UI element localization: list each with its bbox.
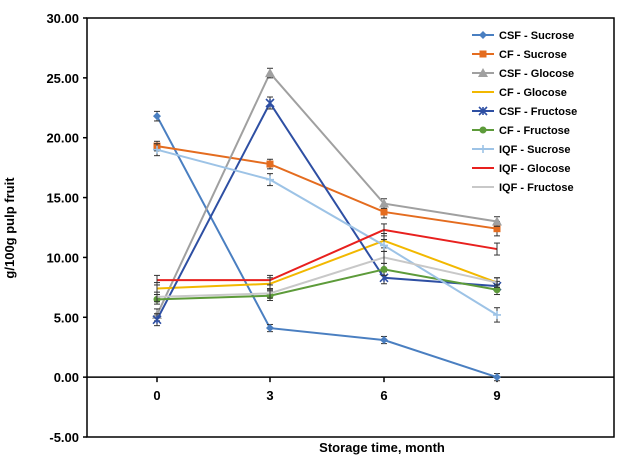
- legend-item: IQF - Fructose: [472, 182, 574, 194]
- legend-item: IQF - Sucrose: [472, 144, 571, 156]
- series-7: [153, 143, 501, 323]
- series-line: [156, 115, 498, 379]
- legend-item: CF - Fructose: [472, 125, 570, 137]
- legend-marker: [478, 106, 488, 116]
- data-point: [493, 310, 501, 319]
- legend-label: CF - Sucrose: [499, 49, 567, 61]
- axes: 30.00 25.00 20.00 15.00 10.00 5.00 0.00 -5.00 0 3…: [46, 11, 615, 445]
- x-tick-label: 0: [153, 388, 160, 403]
- data-point: [153, 112, 161, 121]
- y-tick-label: 0.00: [54, 370, 79, 385]
- legend-item: CSF - Glocose: [472, 68, 574, 80]
- series-line: [156, 71, 498, 316]
- legend-marker: [478, 68, 488, 77]
- series-line: [156, 145, 498, 230]
- data-point: [380, 265, 388, 273]
- series-line: [156, 101, 498, 321]
- legend-label: CSF - Fructose: [499, 106, 577, 118]
- data-point: [380, 241, 388, 250]
- data-point: [493, 373, 501, 382]
- legend-label: CSF - Sucrose: [499, 30, 574, 42]
- x-tick-label: 3: [266, 388, 273, 403]
- data-point: [265, 98, 275, 108]
- legend-label: CF - Glocose: [499, 87, 567, 99]
- y-tick-label: 30.00: [46, 11, 79, 26]
- y-tick-label: 10.00: [46, 250, 79, 265]
- legend-item: CF - Sucrose: [472, 49, 567, 61]
- data-point: [492, 216, 502, 226]
- data-point: [266, 175, 274, 184]
- x-tick-label: 6: [380, 388, 387, 403]
- legend-marker: [479, 31, 487, 39]
- y-tick-label: 5.00: [54, 310, 79, 325]
- data-point: [153, 145, 161, 154]
- y-tick-label: 25.00: [46, 71, 79, 86]
- legend-item: IQF - Glocose: [472, 163, 571, 175]
- data-point: [379, 198, 389, 208]
- y-tick-label: 20.00: [46, 131, 79, 146]
- series-1: [153, 110, 501, 382]
- legend-marker: [479, 126, 487, 134]
- series-line: [156, 148, 498, 316]
- data-point: [380, 336, 388, 345]
- legend-label: IQF - Glocose: [499, 163, 571, 175]
- plot-frame: [86, 17, 615, 438]
- series-line: [157, 228, 498, 282]
- legend-item: CSF - Sucrose: [472, 30, 574, 42]
- legend-label: CF - Fructose: [499, 125, 570, 137]
- legend-item: CF - Glocose: [472, 87, 567, 99]
- x-axis-title: Storage time, month: [319, 440, 445, 455]
- data-point: [266, 324, 274, 333]
- data-point: [493, 225, 501, 233]
- series-6: [153, 262, 501, 305]
- legend-label: IQF - Sucrose: [499, 144, 571, 156]
- legend-label: IQF - Fructose: [499, 182, 574, 194]
- data-point: [265, 68, 275, 78]
- data-point: [152, 315, 162, 325]
- legend-marker: [479, 145, 487, 153]
- y-tick-label: -5.00: [49, 430, 79, 445]
- series-8: [154, 223, 500, 286]
- y-axis-title: g/100g pulp fruit: [2, 177, 17, 279]
- series-9: [154, 250, 500, 303]
- x-tick-label: 9: [493, 388, 500, 403]
- series-line: [156, 239, 498, 290]
- legend-label: CSF - Glocose: [499, 68, 574, 80]
- y-tick-label: 15.00: [46, 191, 79, 206]
- legend-item: CSF - Fructose: [472, 106, 577, 118]
- data-point: [266, 160, 274, 168]
- legend-marker: [479, 50, 487, 58]
- series-line: [156, 256, 498, 298]
- data-point: [493, 286, 501, 294]
- legend: CSF - Sucrose CF - Sucrose CSF - Glocose CF…: [472, 30, 577, 194]
- data-point: [380, 208, 388, 216]
- series-layer: [152, 67, 502, 382]
